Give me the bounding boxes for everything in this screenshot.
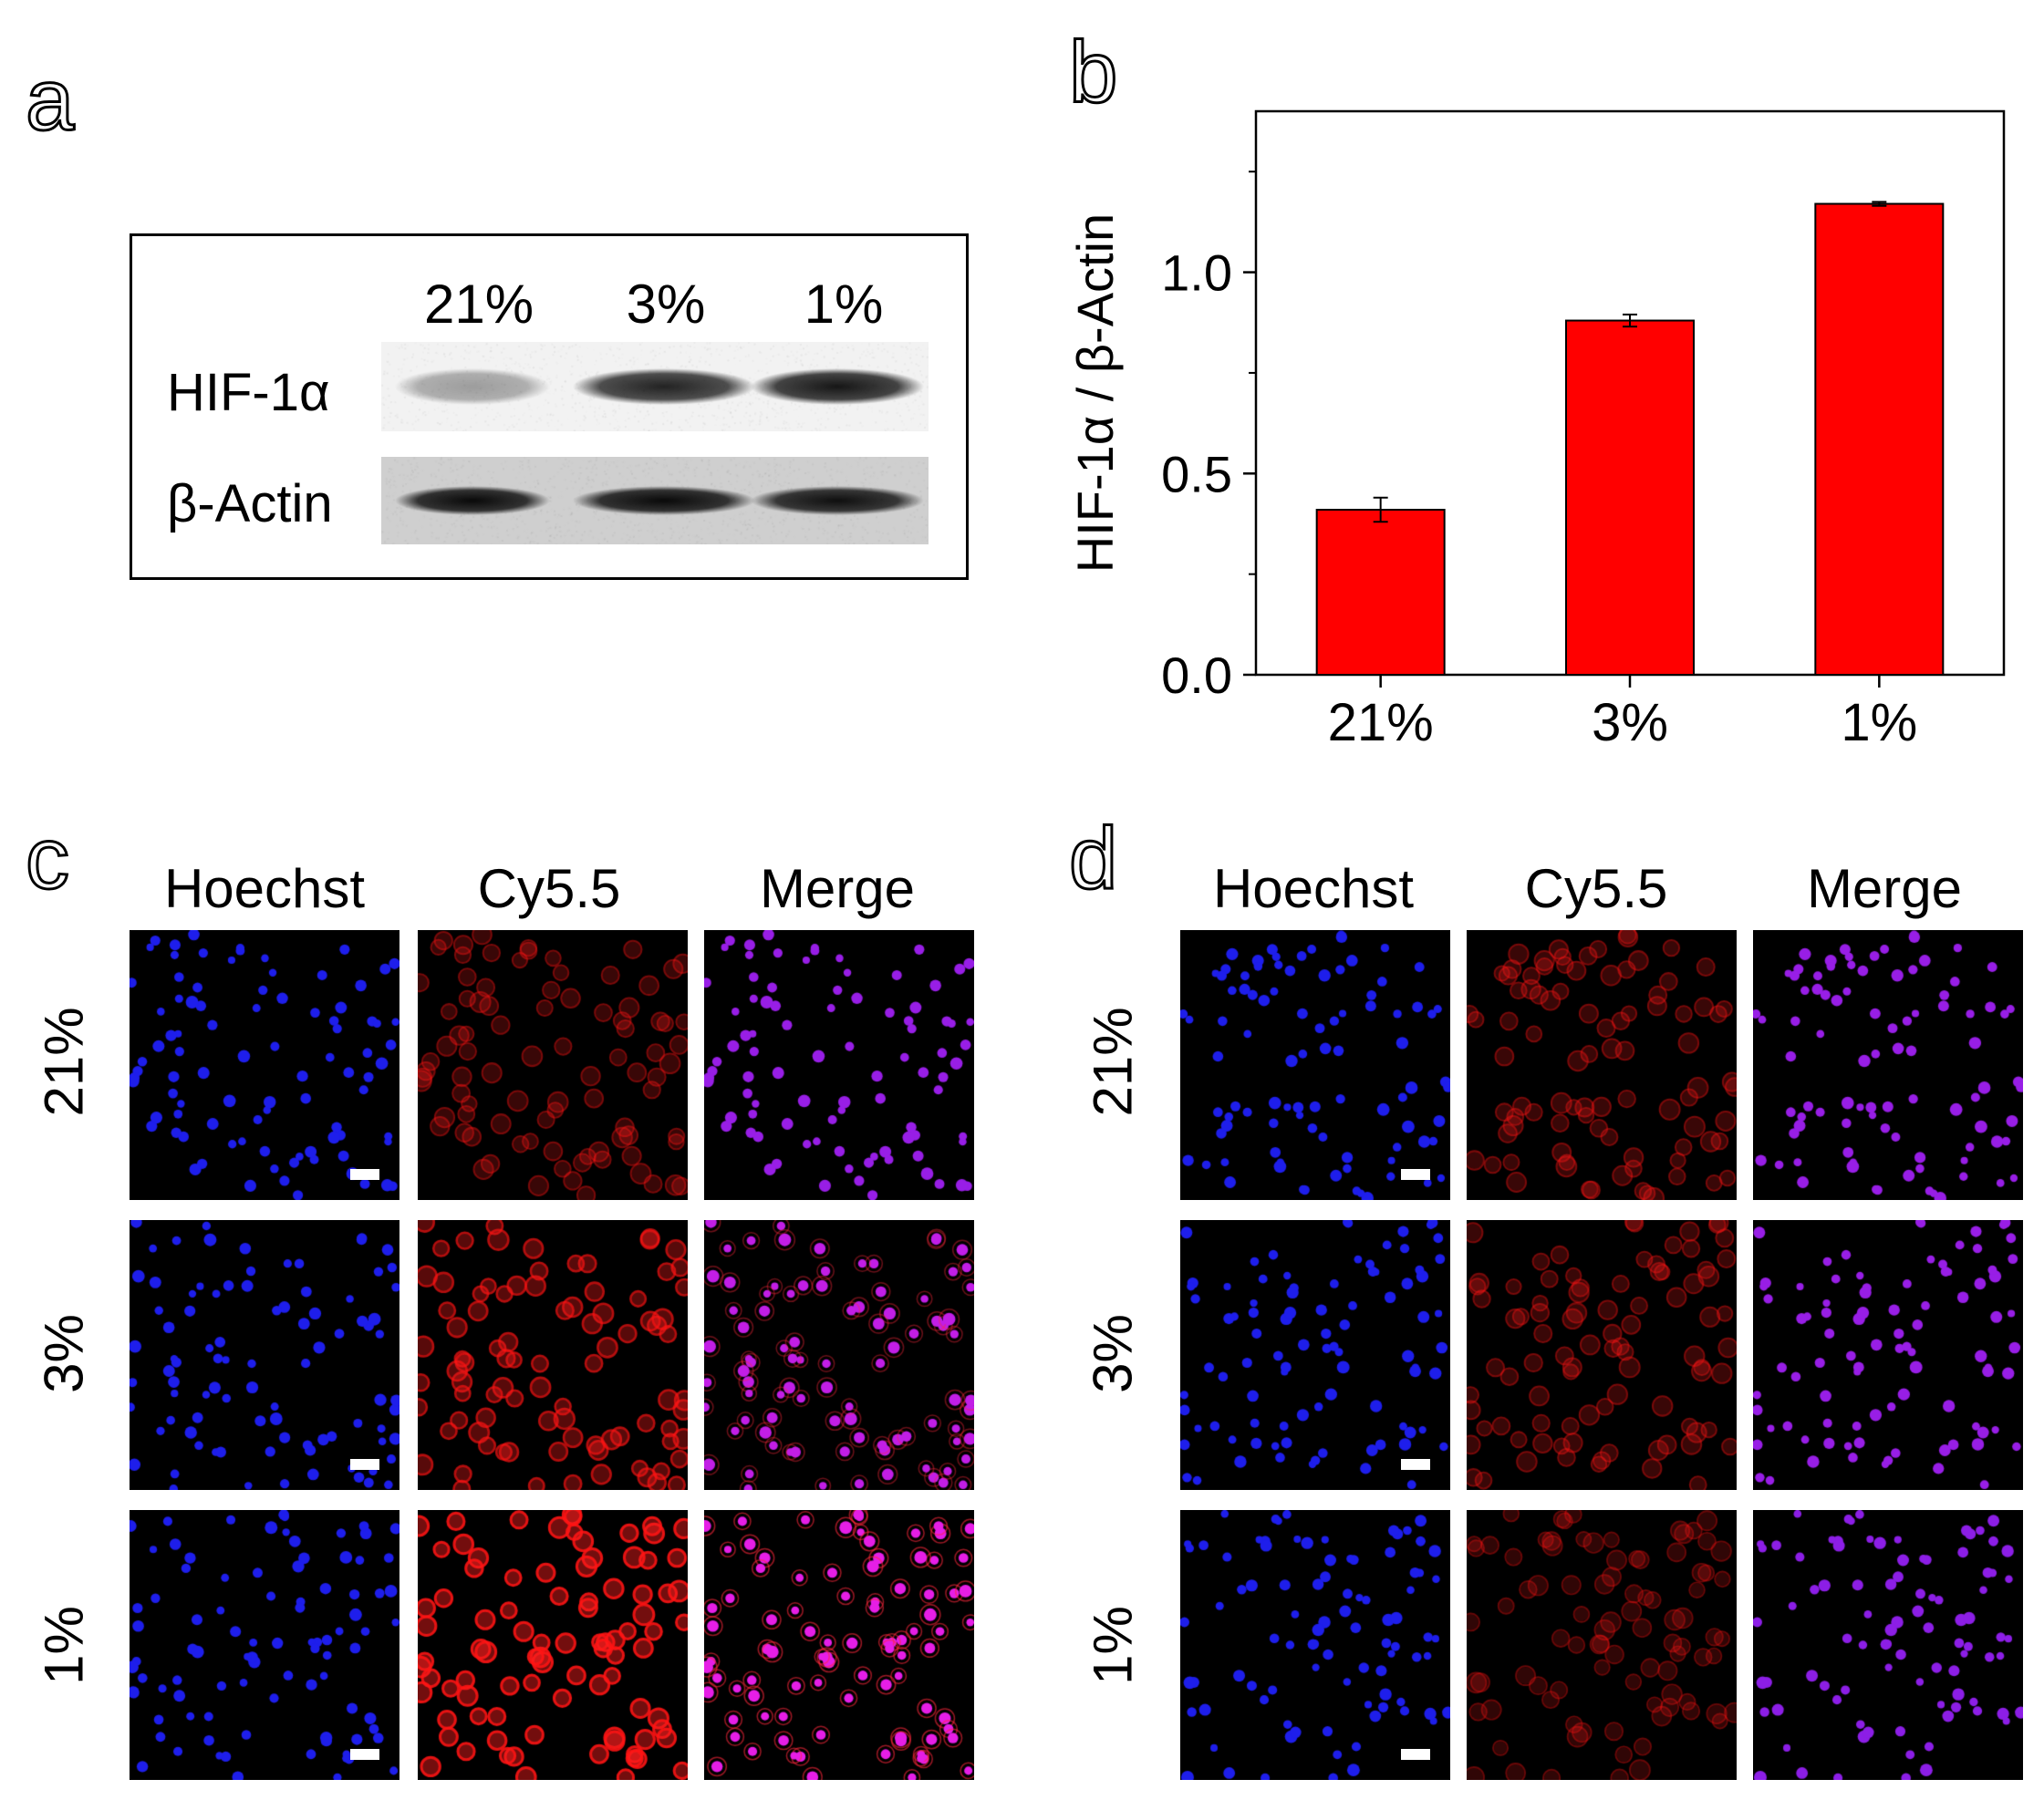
d-row-header-3: 3%	[1082, 1314, 1144, 1393]
c-micrograph-cy55-21pct	[418, 930, 688, 1200]
d-micrograph-hoechst-3pct	[1180, 1220, 1450, 1490]
c-micrograph-hoechst-1pct	[130, 1510, 399, 1780]
blot-lane-label-21: 21%	[423, 274, 534, 335]
d-micrograph-merge-1pct	[1753, 1510, 2023, 1780]
panel-label-a: a	[24, 51, 75, 149]
actin-blot-strip	[381, 457, 929, 544]
d-column-header-hoechst: Hoechst	[1212, 858, 1415, 919]
scale-bar	[350, 1459, 379, 1470]
panel-label-b: b	[1067, 24, 1118, 121]
panel-label-c: c	[25, 810, 71, 907]
x-tick-label-21%: 21%	[1328, 693, 1434, 752]
d-micrograph-cy55-1pct	[1467, 1510, 1737, 1780]
d-column-header-merge: Merge	[1806, 858, 1963, 919]
d-micrograph-hoechst-21pct	[1180, 930, 1450, 1200]
panel-label-d: d	[1067, 810, 1118, 907]
c-column-header-hoechst: Hoechst	[163, 858, 366, 919]
d-micrograph-cy55-21pct	[1467, 930, 1737, 1200]
y-tick-label: 1.0	[1161, 244, 1232, 302]
bar-chart: 0.0 0.5 1.0 HIF-1α / β-Actin 21% 3% 1%	[1066, 109, 2006, 752]
x-tick-label-1%: 1%	[1841, 693, 1917, 752]
x-tick-label-3%: 3%	[1592, 693, 1668, 752]
hif-blot-strip	[381, 342, 929, 431]
y-tick-label: 0.0	[1161, 647, 1232, 704]
d-row-header-1: 1%	[1082, 1606, 1144, 1685]
c-micrograph-cy55-1pct	[418, 1510, 688, 1780]
c-micrograph-merge-3pct	[704, 1220, 974, 1490]
d-micrograph-cy55-3pct	[1467, 1220, 1737, 1490]
d-micrograph-hoechst-1pct	[1180, 1510, 1450, 1780]
scale-bar	[350, 1169, 379, 1180]
c-row-header-1: 1%	[33, 1606, 95, 1685]
western-blot-frame: 21% 3% 1% HIF-1α β-Actin	[130, 233, 969, 580]
blot-row-label-actin: β-Actin	[167, 474, 333, 533]
c-row-header-21: 21%	[33, 1007, 95, 1117]
c-micrograph-hoechst-21pct	[130, 930, 399, 1200]
blot-lane-label-1: 1%	[804, 274, 884, 335]
c-micrograph-merge-1pct	[704, 1510, 974, 1780]
scale-bar	[1401, 1749, 1430, 1760]
d-row-header-21: 21%	[1082, 1007, 1144, 1117]
bar-21%	[1315, 509, 1446, 676]
c-micrograph-cy55-3pct	[418, 1220, 688, 1490]
bar-1%	[1814, 202, 1945, 677]
c-micrograph-merge-21pct	[704, 930, 974, 1200]
d-micrograph-merge-21pct	[1753, 930, 2023, 1200]
scale-bar	[1401, 1459, 1430, 1470]
scale-bar	[1401, 1169, 1430, 1180]
c-row-header-3: 3%	[33, 1314, 95, 1393]
blot-row-label-hif: HIF-1α	[167, 363, 330, 422]
d-micrograph-merge-3pct	[1753, 1220, 2023, 1490]
c-column-header-merge: Merge	[759, 858, 916, 919]
bar-3%	[1565, 319, 1695, 677]
blot-lane-label-3: 3%	[626, 274, 706, 335]
d-column-header-cy55: Cy5.5	[1524, 858, 1668, 919]
c-column-header-cy55: Cy5.5	[477, 858, 621, 919]
scale-bar	[350, 1749, 379, 1760]
c-micrograph-hoechst-3pct	[130, 1220, 399, 1490]
y-tick-label: 0.5	[1161, 445, 1232, 502]
y-axis-label: HIF-1α / β-Actin	[1066, 213, 1124, 573]
